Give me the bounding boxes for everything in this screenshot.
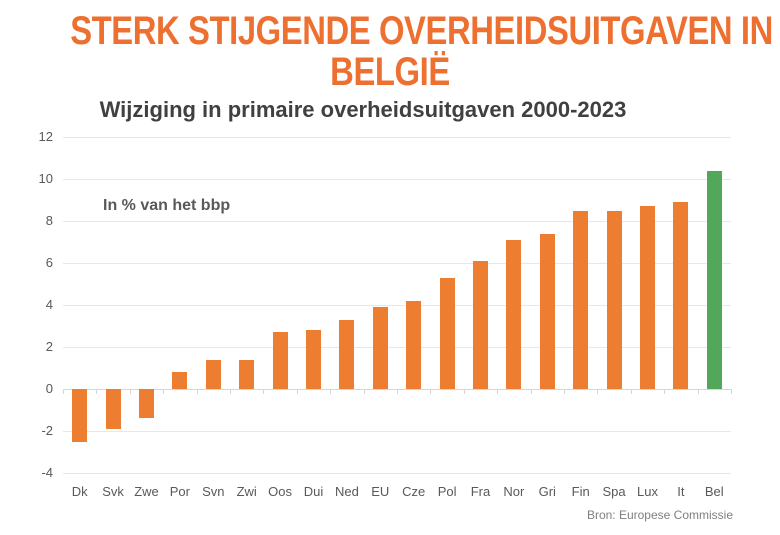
gridline-12: [63, 137, 731, 138]
gridline--2: [63, 431, 731, 432]
category-axis-tick: [564, 389, 565, 394]
chart-title: Wijziging in primaire overheidsuitgaven …: [99, 97, 627, 122]
bar-Spa: [606, 210, 622, 389]
category-axis-tick: [430, 389, 432, 394]
gridline-2: [63, 347, 731, 348]
bar-Dui: [306, 330, 321, 389]
category-axis-tick: [597, 389, 599, 394]
category-axis-tick: [530, 389, 532, 394]
y-tick-label-0: 0: [45, 381, 53, 396]
bar-Cze: [406, 300, 422, 389]
category-axis-tick: [163, 389, 165, 394]
bar-Por: [172, 372, 188, 389]
category-axis-tick: [397, 389, 398, 394]
bar-Pol: [439, 277, 455, 389]
x-tick-label-Dui: Dui: [303, 484, 324, 499]
bar-Nor: [506, 239, 522, 389]
x-tick-label-Oos: Oos: [268, 484, 292, 499]
gridline--4: [63, 473, 731, 474]
y-tick-label--4: -4: [41, 465, 53, 480]
category-axis-tick: [731, 389, 732, 394]
bar-Bel: [706, 170, 722, 389]
y-tick-label-4: 4: [45, 297, 53, 312]
category-axis-tick: [263, 389, 265, 394]
category-axis-tick: [497, 389, 499, 394]
page-title-line2: BELGIË: [330, 50, 450, 94]
category-axis-tick: [230, 389, 231, 394]
bar-Svn: [205, 359, 221, 389]
x-tick-label-Dk: Dk: [71, 484, 88, 499]
x-tick-label-Svk: Svk: [102, 484, 124, 499]
x-tick-label-Spa: Spa: [602, 484, 626, 499]
category-axis-tick: [697, 389, 699, 394]
x-tick-label-Zwe: Zwe: [134, 484, 159, 499]
category-axis-tick: [96, 389, 98, 394]
category-axis-tick: [463, 389, 465, 394]
y-tick-label-2: 2: [45, 339, 53, 354]
bar-Gri: [539, 233, 555, 389]
category-axis-tick: [630, 389, 632, 394]
bar-Ned: [339, 319, 355, 389]
bar-Zwi: [239, 359, 255, 389]
source-note: Bron: Europese Commissie: [586, 508, 733, 522]
category-axis-tick: [129, 389, 131, 394]
bar-Oos: [272, 332, 288, 389]
bar-Fin: [573, 210, 589, 389]
x-tick-label-It: It: [677, 484, 685, 499]
x-tick-label-Pol: Pol: [437, 484, 457, 499]
bar-Fra: [473, 260, 488, 389]
bar-Zwe: [139, 389, 154, 419]
gridline-10: [63, 179, 731, 180]
page-title: STERK STIJGENDE OVERHEIDSUITGAVEN IN BEL…: [0, 11, 780, 93]
x-tick-label-EU: EU: [371, 484, 390, 499]
bar-It: [673, 202, 689, 389]
x-tick-label-Zwi: Zwi: [236, 484, 257, 499]
bar-Svk: [105, 389, 121, 429]
gridline-4: [63, 305, 731, 306]
y-tick-label-10: 10: [38, 171, 53, 186]
x-tick-label-Svn: Svn: [202, 484, 225, 499]
category-axis-tick: [664, 389, 666, 394]
y-tick-label-12: 12: [38, 129, 53, 144]
y-tick-label--2: -2: [41, 423, 53, 438]
x-tick-label-Fin: Fin: [571, 484, 590, 499]
category-axis-tick: [330, 389, 332, 394]
y-tick-label-6: 6: [45, 255, 53, 270]
gridline-6: [63, 263, 731, 264]
category-axis-tick: [63, 389, 64, 394]
x-tick-label-Lux: Lux: [637, 484, 658, 499]
x-tick-label-Gri: Gri: [538, 484, 556, 499]
unit-annotation: In % van het bbp: [103, 197, 231, 214]
x-tick-label-Nor: Nor: [503, 484, 525, 499]
category-axis-tick: [296, 389, 298, 394]
y-tick-label-8: 8: [45, 213, 53, 228]
category-axis-tick: [363, 389, 365, 394]
bar-Dk: [72, 389, 88, 442]
gridline-8: [63, 221, 731, 222]
x-tick-label-Cze: Cze: [402, 484, 426, 499]
bar-EU: [372, 307, 388, 389]
x-tick-label-Bel: Bel: [704, 484, 724, 499]
x-tick-label-Por: Por: [169, 484, 190, 499]
x-tick-label-Fra: Fra: [470, 484, 491, 499]
bar-Lux: [640, 206, 655, 389]
page-title-line1: STERK STIJGENDE OVERHEIDSUITGAVEN IN: [70, 9, 773, 53]
x-tick-label-Ned: Ned: [334, 484, 359, 499]
category-axis-tick: [196, 389, 198, 394]
